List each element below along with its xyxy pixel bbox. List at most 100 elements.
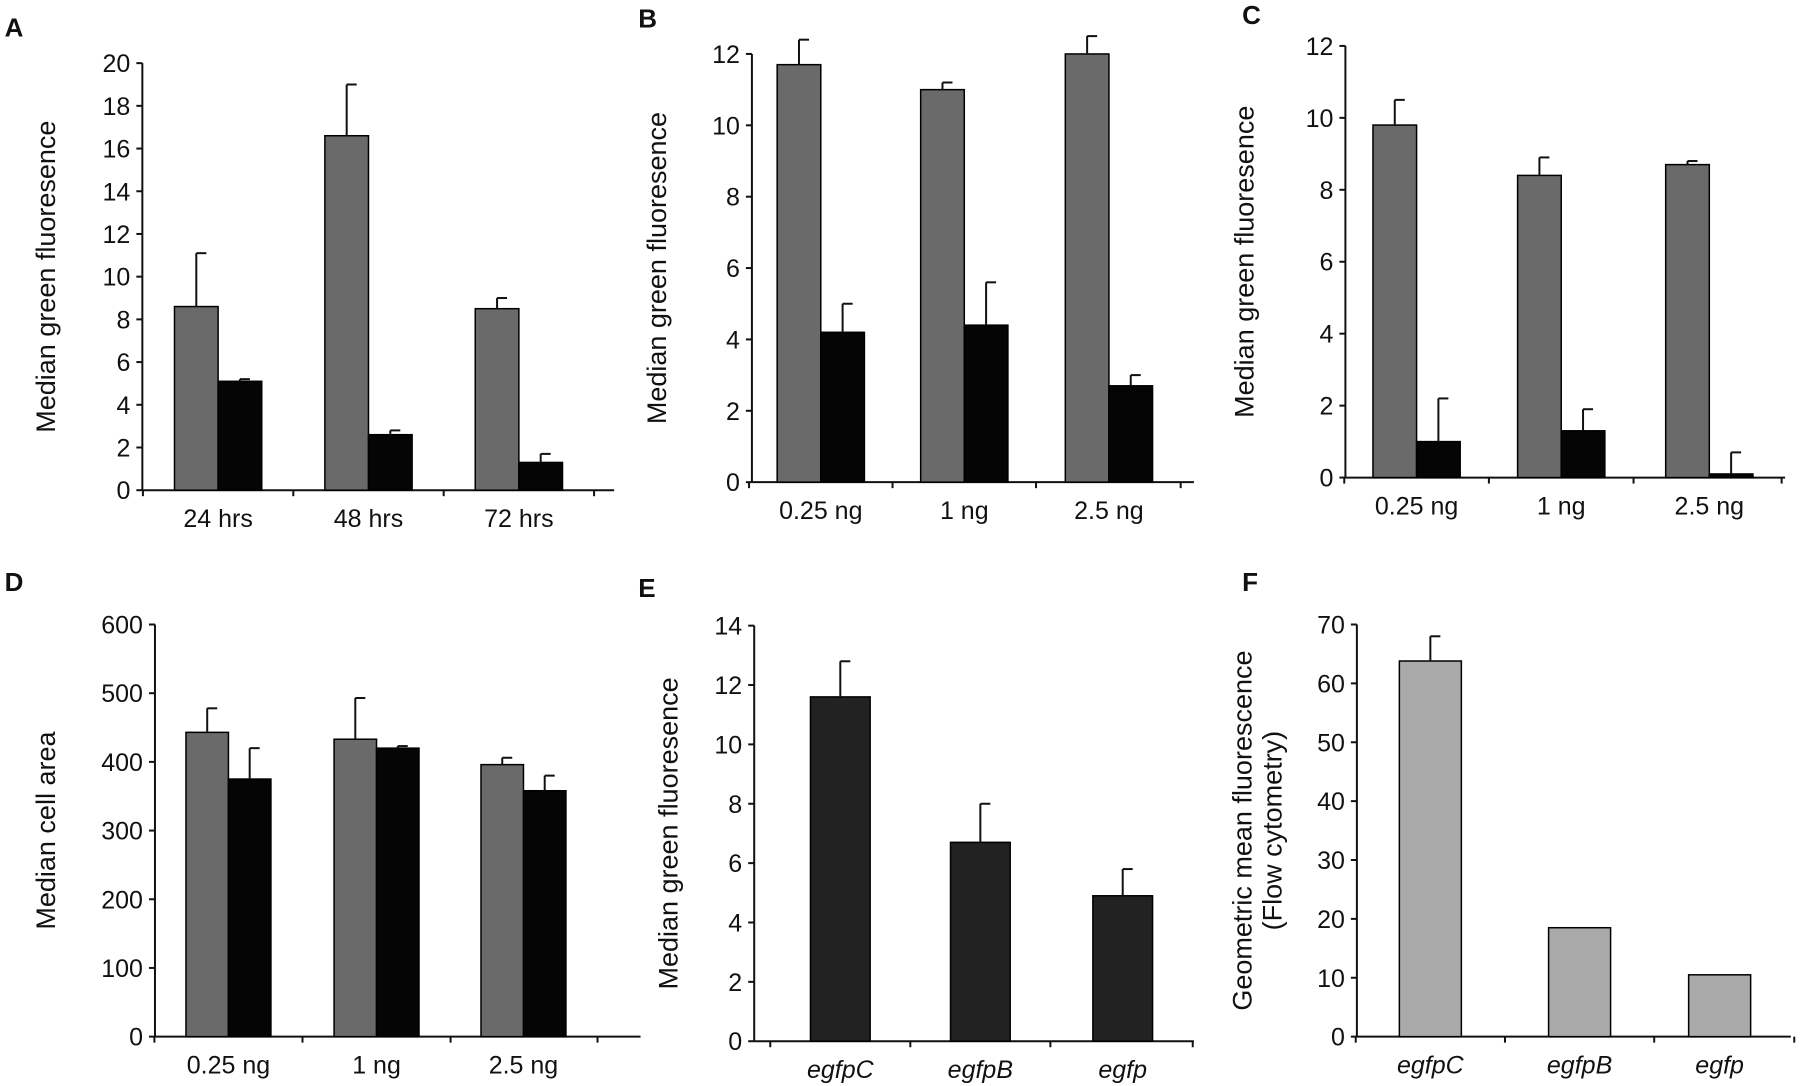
x-tick-label: egfpB bbox=[1547, 1052, 1612, 1080]
x-tick-label: 24 hrs bbox=[183, 505, 252, 533]
panel-f: F 0 10 20 30 40 50 60 70 egfpC egfpB egfp Geometric … bbox=[1227, 567, 1796, 1080]
x-tick-label: egfpC bbox=[807, 1056, 875, 1084]
x-tick-label: 0.25 ng bbox=[187, 1052, 270, 1080]
x-tick-label: 0.25 ng bbox=[1375, 493, 1458, 521]
panel-c: C 0 2 4 6 8 10 12 0.25 ng 1 ng 2.5 ng Median green … bbox=[1230, 0, 1786, 521]
y-tick-label: 0 bbox=[1331, 1024, 1345, 1052]
y-tick-label: 0 bbox=[129, 1024, 143, 1052]
x-tick-label: 2.5 ng bbox=[1675, 493, 1745, 521]
bar bbox=[1708, 473, 1754, 479]
y-tick-label: 10 bbox=[1317, 965, 1345, 993]
x-tick-label: egfpC bbox=[1397, 1052, 1465, 1080]
bar bbox=[1547, 926, 1612, 1038]
y-tick-label: 300 bbox=[101, 818, 143, 846]
y-tick-label: 100 bbox=[101, 955, 143, 983]
panel-a: A 0 2 4 6 8 10 12 14 16 18 20 24 hrs 48 hrs 72 hrs Medi… bbox=[5, 13, 615, 533]
y-tick-label: 200 bbox=[101, 886, 143, 914]
panel-letter: F bbox=[1242, 567, 1258, 597]
x-tick-label: 2.5 ng bbox=[1074, 497, 1144, 525]
bar bbox=[518, 461, 564, 491]
y-tick-label: 40 bbox=[1317, 788, 1345, 816]
y-tick-label: 400 bbox=[101, 749, 143, 777]
bar bbox=[919, 88, 966, 483]
bar bbox=[1664, 163, 1711, 479]
y-tick-label: 600 bbox=[101, 612, 143, 640]
y-tick-label: 0 bbox=[726, 469, 740, 497]
bar bbox=[1108, 385, 1154, 483]
y-tick-label: 14 bbox=[714, 613, 742, 641]
panel-letter: B bbox=[638, 4, 657, 34]
x-tick-label: 48 hrs bbox=[334, 505, 403, 533]
y-tick-label: 4 bbox=[1320, 321, 1334, 349]
x-tick-label: 0.25 ng bbox=[779, 497, 862, 525]
y-tick-label: 2 bbox=[726, 398, 740, 426]
bar bbox=[1415, 440, 1461, 479]
y-tick-label: 4 bbox=[116, 392, 130, 420]
x-tick-label: 1 ng bbox=[1537, 493, 1586, 521]
bar bbox=[1372, 124, 1418, 479]
bar bbox=[820, 331, 866, 483]
y-tick-label: 2 bbox=[1320, 393, 1334, 421]
y-axis-title: (Flow cytometry) bbox=[1257, 731, 1287, 931]
y-axis-title: Median green fluoresence bbox=[1230, 106, 1260, 418]
x-tick-label: egfp bbox=[1695, 1052, 1744, 1080]
y-tick-label: 6 bbox=[1320, 249, 1334, 277]
y-axis-title: Median green fluoresence bbox=[31, 121, 61, 433]
panel-d: D 0 100 200 300 400 500 600 0.25 ng 1 ng 2.5 ng Med… bbox=[5, 567, 641, 1080]
y-tick-label: 0 bbox=[1320, 465, 1334, 493]
bar bbox=[474, 307, 520, 491]
y-tick-label: 8 bbox=[116, 306, 130, 334]
y-tick-label: 10 bbox=[714, 731, 742, 759]
bar bbox=[480, 763, 525, 1038]
x-tick-label: 1 ng bbox=[352, 1052, 401, 1080]
bar bbox=[1560, 430, 1606, 479]
y-tick-label: 8 bbox=[728, 791, 742, 819]
y-tick-label: 8 bbox=[1320, 177, 1334, 205]
y-tick-label: 12 bbox=[712, 41, 740, 69]
x-tick-label: egfp bbox=[1098, 1056, 1147, 1084]
y-axis-title: Median green fluoresence bbox=[653, 677, 683, 989]
y-tick-label: 4 bbox=[728, 909, 742, 937]
y-tick-label: 500 bbox=[101, 680, 143, 708]
y-axis-title: Geometric mean fluorescence bbox=[1227, 650, 1257, 1010]
y-tick-label: 14 bbox=[103, 178, 131, 206]
bar bbox=[333, 738, 378, 1038]
y-tick-label: 18 bbox=[103, 93, 131, 121]
y-tick-label: 30 bbox=[1317, 847, 1345, 875]
y-axis-title: Median green fluoresence bbox=[642, 112, 672, 424]
bar bbox=[963, 324, 1009, 483]
bar bbox=[185, 731, 230, 1038]
bar bbox=[1064, 53, 1110, 483]
y-tick-label: 12 bbox=[103, 221, 131, 249]
y-tick-label: 12 bbox=[1306, 33, 1334, 61]
y-tick-label: 60 bbox=[1317, 670, 1345, 698]
y-tick-label: 0 bbox=[116, 477, 130, 505]
bar bbox=[1398, 660, 1463, 1038]
bar bbox=[1092, 895, 1154, 1042]
bar bbox=[324, 134, 370, 491]
bar bbox=[217, 380, 263, 491]
bar bbox=[227, 778, 272, 1038]
y-tick-label: 8 bbox=[726, 184, 740, 212]
x-tick-label: egfpB bbox=[948, 1056, 1013, 1084]
y-tick-label: 10 bbox=[103, 264, 131, 292]
panel-letter: D bbox=[5, 567, 24, 597]
y-tick-label: 0 bbox=[728, 1028, 742, 1056]
panel-e: E 0 2 4 6 8 10 12 14 egfpC egfpB egfp Median green f… bbox=[638, 573, 1194, 1084]
bar bbox=[1516, 174, 1562, 479]
y-tick-label: 10 bbox=[712, 112, 740, 140]
y-tick-label: 4 bbox=[726, 326, 740, 354]
y-tick-label: 12 bbox=[714, 672, 742, 700]
y-tick-label: 6 bbox=[728, 850, 742, 878]
y-axis-title: Median cell area bbox=[31, 731, 61, 930]
x-tick-label: 2.5 ng bbox=[489, 1052, 559, 1080]
y-tick-label: 20 bbox=[103, 50, 131, 78]
y-tick-label: 6 bbox=[726, 255, 740, 283]
y-tick-label: 2 bbox=[728, 969, 742, 997]
y-tick-label: 6 bbox=[116, 349, 130, 377]
y-tick-label: 70 bbox=[1317, 612, 1345, 640]
bar bbox=[1687, 974, 1752, 1038]
bar bbox=[522, 789, 567, 1038]
y-tick-label: 2 bbox=[116, 434, 130, 462]
